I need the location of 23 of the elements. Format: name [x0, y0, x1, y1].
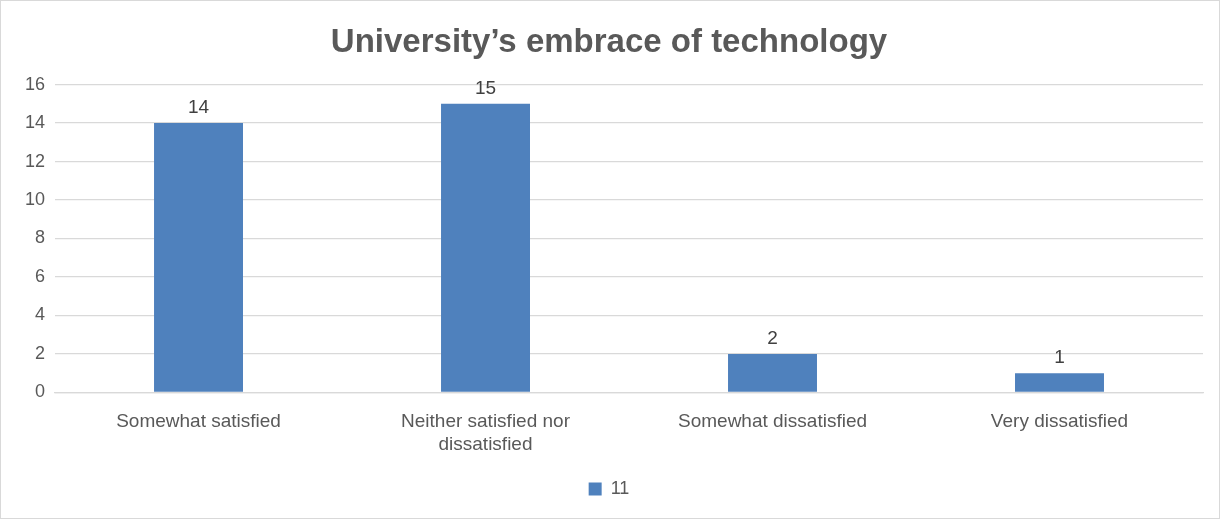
x-tick-label: Somewhat dissatisfied	[677, 410, 868, 432]
bar	[154, 123, 243, 392]
y-tick-label: 6	[35, 265, 46, 286]
data-label: 2	[767, 326, 778, 348]
y-tick-label: 0	[35, 381, 46, 402]
bar	[728, 353, 817, 392]
y-tick-label: 4	[35, 304, 46, 325]
x-tick-label: Somewhat satisfied	[116, 410, 281, 432]
y-tick-label: 2	[35, 342, 46, 363]
chart-title: University’s embrace of technology	[330, 21, 888, 59]
data-label: 15	[474, 76, 497, 98]
y-tick-label: 12	[24, 150, 46, 171]
y-tick-label: 10	[24, 188, 46, 209]
y-tick-label: 16	[24, 73, 46, 94]
y-tick-label: 8	[35, 227, 46, 248]
data-label: 1	[1054, 345, 1065, 367]
x-tick-label: Neither satisfied nor dissatisfied	[401, 410, 571, 454]
legend-label: 11	[610, 477, 630, 498]
bar	[441, 103, 530, 392]
y-tick-label: 14	[24, 112, 46, 133]
data-label: 14	[187, 95, 210, 117]
bar	[1015, 373, 1104, 392]
x-tick-label: Very dissatisfied	[990, 410, 1129, 432]
